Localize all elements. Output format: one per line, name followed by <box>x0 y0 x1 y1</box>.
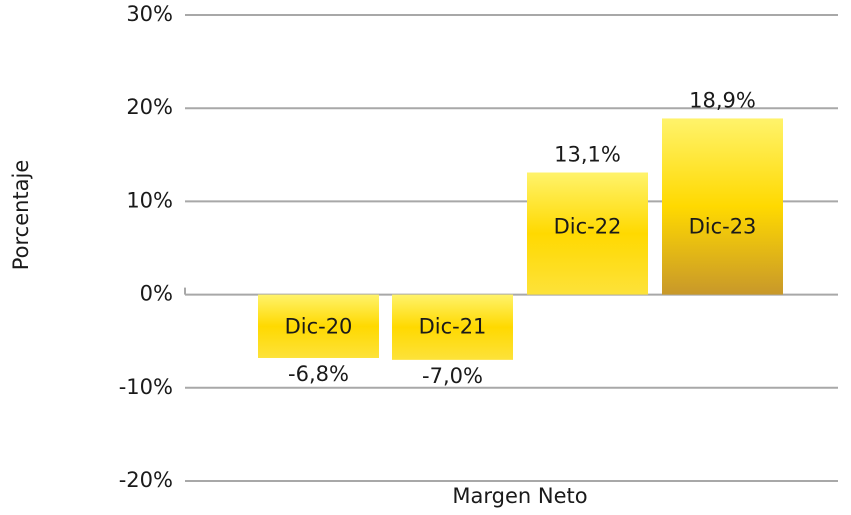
value-label: 18,9% <box>689 88 756 112</box>
bar <box>662 118 783 295</box>
y-tick-label: 0% <box>140 282 173 306</box>
category-label: Dic-20 <box>285 315 353 339</box>
category-label: Dic-21 <box>419 315 487 339</box>
y-tick-label: 10% <box>126 188 173 212</box>
bar <box>527 172 648 295</box>
y-tick-label: 20% <box>126 95 173 119</box>
bar <box>392 294 513 360</box>
y-tick-label: 30% <box>126 2 173 26</box>
y-tick-label: -10% <box>119 375 173 399</box>
x-axis-label: Margen Neto <box>452 484 587 508</box>
value-label: -7,0% <box>422 364 483 388</box>
value-label: 13,1% <box>554 143 621 167</box>
category-label: Dic-23 <box>689 215 757 239</box>
category-label: Dic-22 <box>554 215 622 239</box>
bar <box>258 294 379 358</box>
value-label: -6,8% <box>288 362 349 386</box>
y-tick-label: -20% <box>119 468 173 492</box>
y-axis-label: Porcentaje <box>9 160 33 271</box>
